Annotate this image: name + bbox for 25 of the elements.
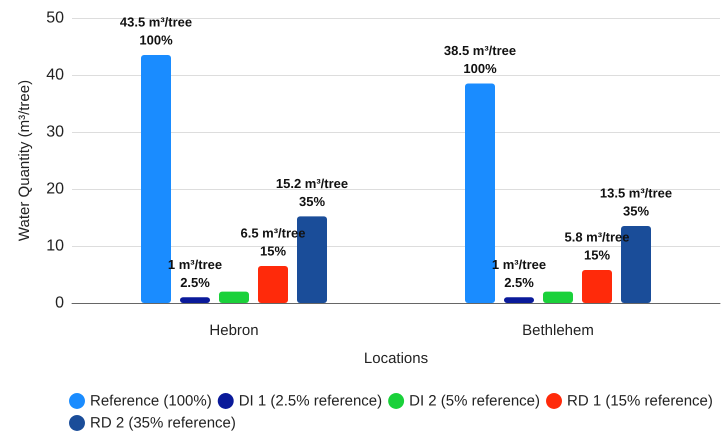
y-tick-label: 0	[55, 294, 64, 312]
legend-label: RD 1 (15% reference)	[567, 392, 713, 410]
data-label: 13.5 m³/tree 35%	[600, 186, 672, 219]
bar	[543, 292, 573, 303]
data-label: 38.5 m³/tree 100%	[444, 43, 516, 76]
legend-label: DI 2 (5% reference)	[409, 392, 540, 410]
data-label: 15.2 m³/tree 35%	[276, 176, 348, 209]
legend-label: Reference (100%)	[90, 392, 212, 410]
data-label: 43.5 m³/tree 100%	[120, 14, 192, 48]
legend-label: RD 2 (35% reference)	[90, 414, 236, 432]
y-tick-label: 10	[46, 238, 64, 254]
y-tick-label: 20	[46, 180, 64, 198]
x-tick-label: Bethlehem	[522, 322, 594, 339]
x-tick-label: Hebron	[209, 322, 259, 339]
x-axis-title: Locations	[364, 350, 428, 367]
legend-label: DI 1 (2.5% reference)	[238, 392, 382, 410]
bar	[582, 270, 612, 303]
bar	[180, 297, 210, 303]
y-axis-title: Water Quantity (m³/tree)	[16, 80, 33, 242]
bar	[504, 297, 534, 303]
y-tick-label: 40	[46, 66, 64, 84]
y-tick-label: 30	[46, 124, 64, 140]
bar	[258, 266, 288, 303]
y-tick-label: 50	[46, 10, 64, 26]
bar	[219, 292, 249, 303]
